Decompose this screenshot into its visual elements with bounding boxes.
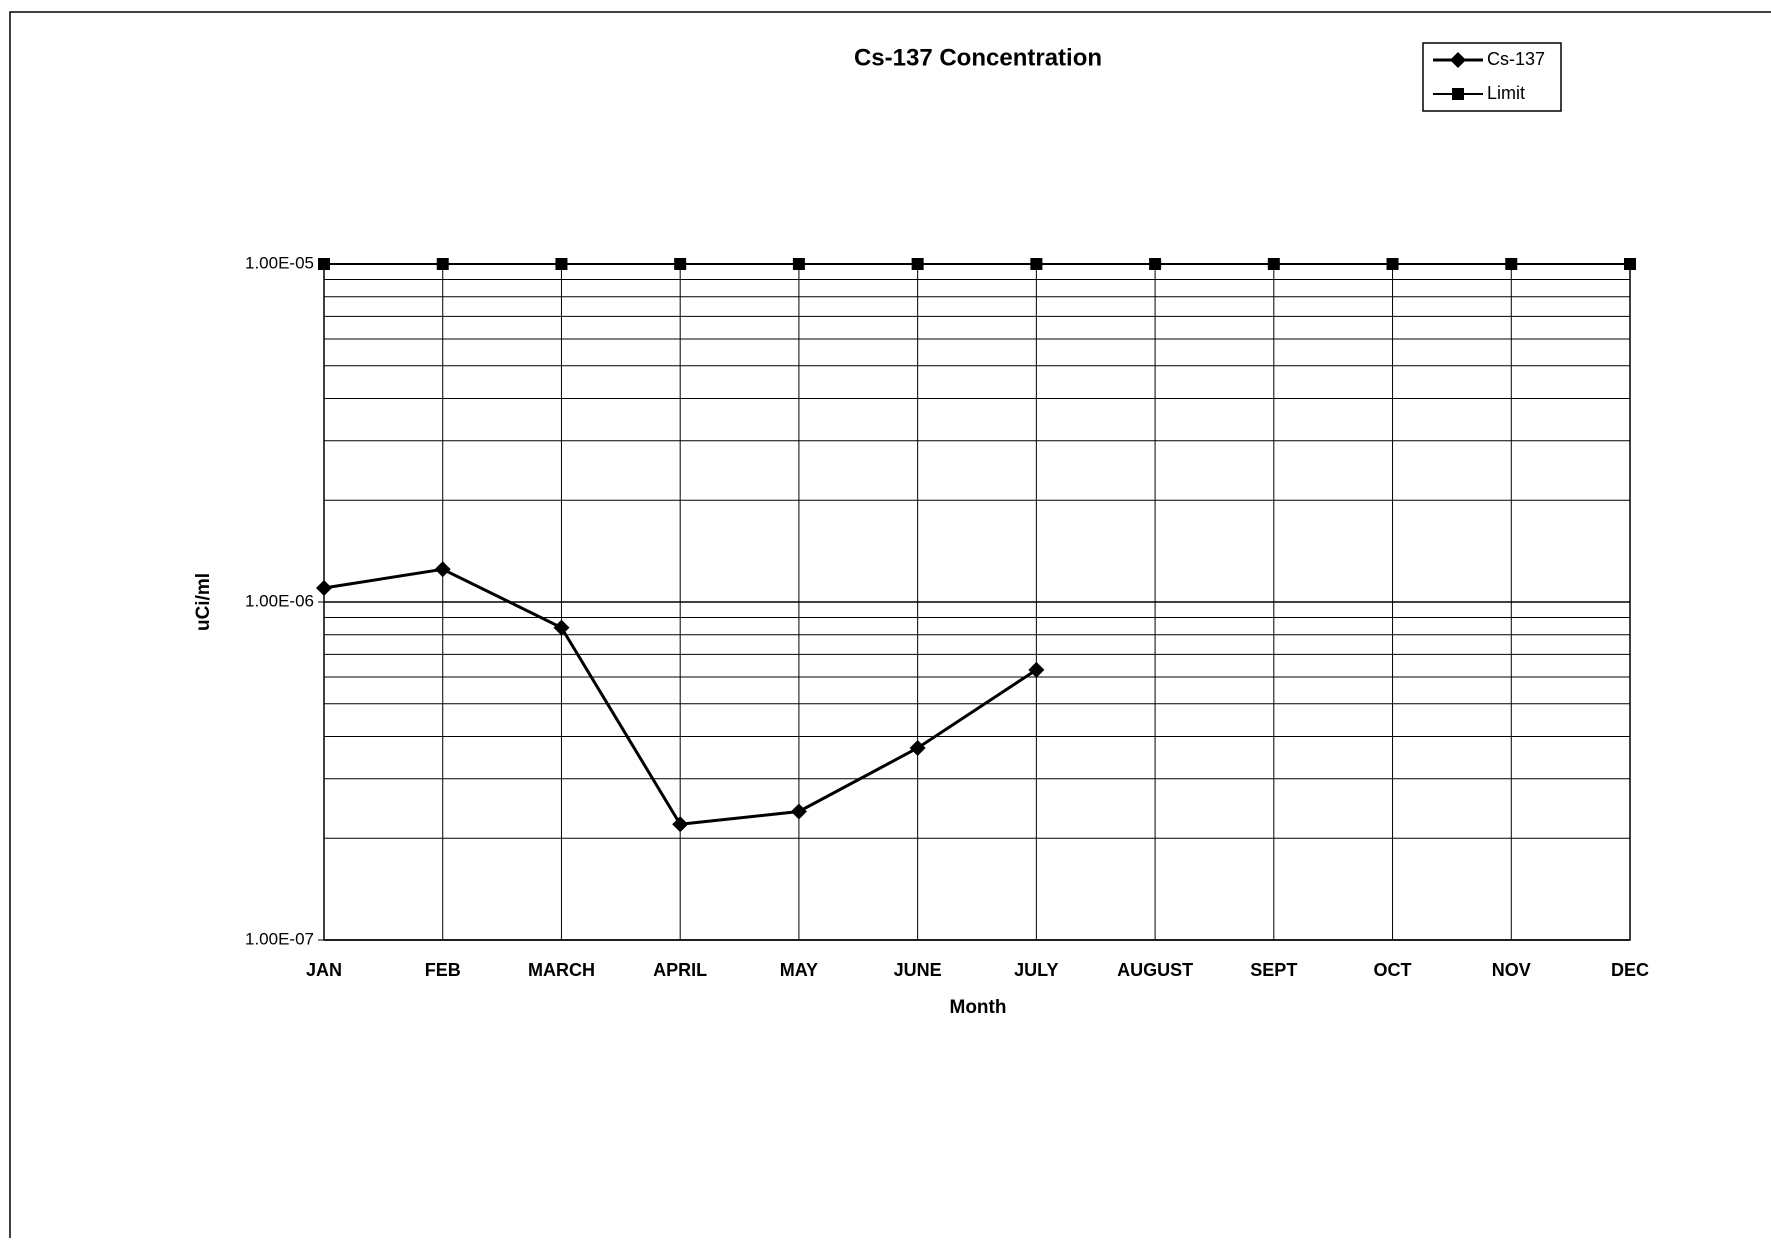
marker <box>1624 258 1636 270</box>
x-tick-label: NOV <box>1492 960 1531 980</box>
y-tick-label: 1.00E-05 <box>245 253 314 272</box>
y-tick-label: 1.00E-06 <box>245 591 314 610</box>
marker <box>318 258 330 270</box>
x-tick-label: DEC <box>1611 960 1649 980</box>
marker <box>909 739 926 756</box>
legend-label: Cs-137 <box>1487 49 1545 69</box>
x-tick-label: APRIL <box>653 960 707 980</box>
chart-title: Cs-137 Concentration <box>854 44 1102 71</box>
x-tick-label: JULY <box>1014 960 1058 980</box>
marker <box>1386 258 1399 270</box>
marker <box>555 258 568 270</box>
marker <box>672 816 689 833</box>
x-tick-label: SEPT <box>1250 960 1297 980</box>
marker <box>792 258 805 270</box>
y-tick-label: 1.00E-07 <box>245 929 314 948</box>
marker <box>1505 258 1518 270</box>
marker <box>436 258 449 270</box>
marker <box>1028 661 1045 678</box>
legend-box <box>1422 42 1562 112</box>
x-axis-label: Month <box>950 997 1007 1018</box>
x-tick-label: JUNE <box>894 960 942 980</box>
y-axis-label: uCi/ml <box>193 573 214 631</box>
x-tick-label: OCT <box>1374 960 1412 980</box>
marker <box>434 561 451 578</box>
marker <box>553 619 570 636</box>
marker <box>790 803 807 820</box>
x-tick-label: JAN <box>306 960 342 980</box>
x-tick-label: AUGUST <box>1117 960 1193 980</box>
marker <box>1452 88 1464 100</box>
frame <box>9 11 1771 1243</box>
x-tick-label: FEB <box>425 960 461 980</box>
marker <box>911 258 924 270</box>
marker <box>1149 258 1162 270</box>
marker <box>1450 52 1466 68</box>
x-tick-label: MARCH <box>528 960 595 980</box>
x-tick-label: MAY <box>780 960 818 980</box>
marker <box>1267 258 1280 270</box>
marker <box>1030 258 1043 270</box>
marker <box>316 580 332 597</box>
marker <box>674 258 687 270</box>
legend-label: Limit <box>1487 83 1525 103</box>
